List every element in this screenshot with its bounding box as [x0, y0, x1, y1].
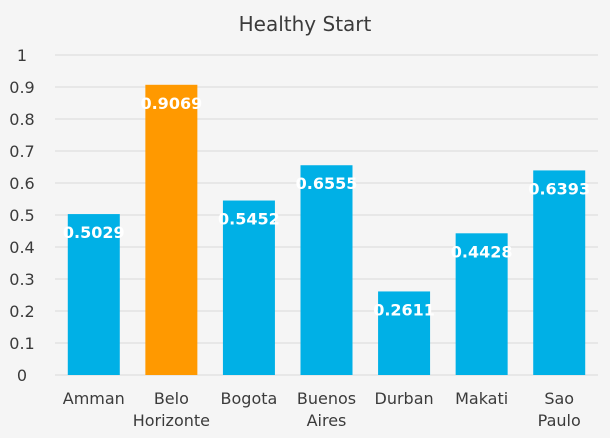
data-label: 0.9069	[140, 94, 202, 113]
x-category-line: Horizonte	[133, 411, 210, 430]
x-category-line: Durban	[375, 389, 434, 408]
bar	[455, 233, 508, 375]
bar	[378, 291, 431, 375]
bar	[67, 214, 120, 375]
y-tick-label: 1	[17, 46, 27, 65]
x-category-label: Bogota	[221, 389, 278, 408]
x-category-line: Sao	[544, 389, 574, 408]
y-tick-label: 0.2	[9, 302, 34, 321]
data-labels: 0.5029 0.9069 0.5452 0.6555 0.2611 0.4428 0.63…	[63, 94, 590, 320]
x-category-line: Bogota	[221, 389, 278, 408]
bar	[300, 165, 353, 375]
y-tick-label: 0.6	[9, 174, 34, 193]
bar	[145, 84, 198, 376]
bars	[67, 84, 586, 376]
bar	[533, 170, 586, 375]
x-category-label: Buenos Aires	[297, 389, 356, 430]
data-label: 0.5452	[218, 210, 280, 229]
x-category-line: Paulo	[538, 411, 581, 430]
x-category-line: Buenos	[297, 389, 356, 408]
x-category-label: Makati	[455, 389, 508, 408]
x-category-label: Belo Horizonte	[133, 389, 210, 430]
data-label: 0.5029	[63, 223, 125, 242]
data-label: 0.2611	[373, 300, 435, 319]
bar	[222, 200, 275, 375]
y-tick-label: 0.7	[9, 142, 34, 161]
y-tick-label: 0.5	[9, 206, 34, 225]
y-tick-label: 0.9	[9, 78, 34, 97]
x-category-label: Amman	[63, 389, 125, 408]
data-label: 0.4428	[451, 242, 513, 261]
x-category-label: Sao Paulo	[538, 389, 581, 430]
data-label: 0.6555	[296, 174, 358, 193]
x-axis-categories: Amman Belo Horizonte Bogota Buenos Aires Durba…	[63, 389, 581, 430]
y-tick-label: 0.4	[9, 238, 34, 257]
x-category-label: Durban	[375, 389, 434, 408]
y-tick-label: 0	[17, 366, 27, 385]
data-label: 0.6393	[528, 179, 590, 198]
x-category-line: Makati	[455, 389, 508, 408]
y-tick-label: 0.1	[9, 334, 34, 353]
chart-title: Healthy Start	[239, 12, 372, 36]
y-axis-ticks: 0 0.1 0.2 0.3 0.4 0.5 0.6 0.7 0.8 0.9 1	[9, 46, 34, 385]
x-category-line: Belo	[154, 389, 189, 408]
x-category-line: Aires	[307, 411, 347, 430]
x-category-line: Amman	[63, 389, 125, 408]
y-tick-label: 0.3	[9, 270, 34, 289]
y-tick-label: 0.8	[9, 110, 34, 129]
